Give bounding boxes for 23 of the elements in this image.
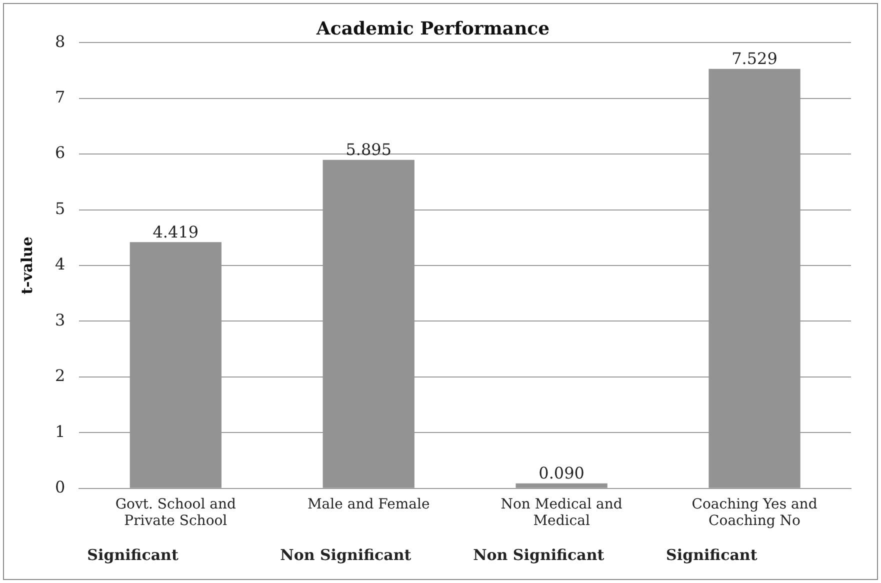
y-axis-title: t-value [18,236,36,294]
text: Non Significant [473,546,604,564]
text: Significant [87,546,178,564]
text: Significant [666,546,758,564]
y-tick-label: 5 [54,198,66,218]
y-tick-label: 4 [54,254,66,274]
text: Non Significant [280,546,412,564]
data-label: 5.895 [346,140,392,160]
x-tick-label: Govt. School and Private School [115,496,236,530]
y-tick-label: 8 [54,32,66,51]
data-label: 0.090 [538,464,584,483]
data-label: 4.419 [152,222,199,242]
y-tick-label: 3 [54,310,66,330]
x-tick-label: Non Medical and Medical [500,496,622,530]
y-tick-label: 1 [54,422,66,441]
data-label: 7.529 [732,49,778,68]
y-tick-label: 2 [54,366,66,386]
chart-title: Academic Performance [315,18,550,40]
x-tick-label: Coaching Yes and Coaching No [692,496,818,530]
y-tick-label: 6 [54,143,66,162]
y-tick-label: 7 [54,87,66,106]
y-tick-label: 0 [54,478,66,497]
x-tick-label: Male and Female [307,496,430,512]
